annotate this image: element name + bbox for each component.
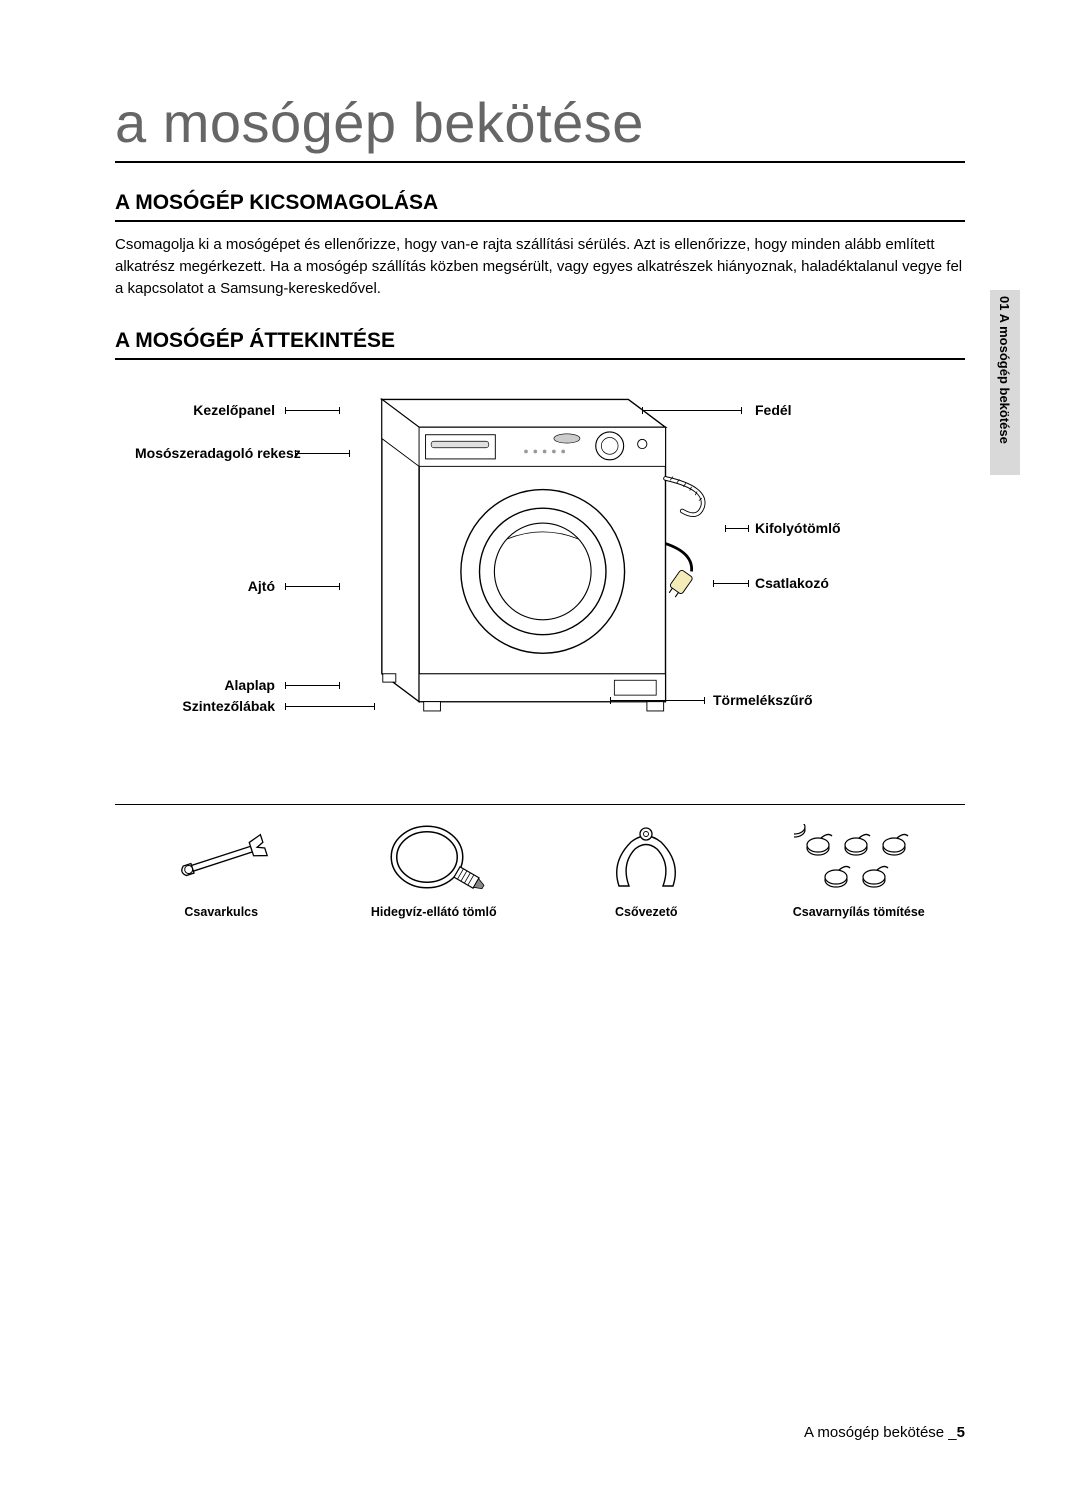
part-wrench: Csavarkulcs <box>115 823 328 919</box>
callout-label: Szintezőlábak <box>135 698 275 714</box>
section-body-unpack: Csomagolja ki a mosógépet és ellenőrizze… <box>115 234 965 299</box>
callout-label: Kezelőpanel <box>135 402 275 418</box>
callout-label: Csatlakozó <box>755 575 829 591</box>
machine-diagram: Kezelőpanel Mosószeradagoló rekesz Ajtó Ala… <box>115 390 965 790</box>
leader-line <box>285 410 340 411</box>
page-number: 5 <box>957 1424 965 1441</box>
page-footer: A mosógép bekötése _5 <box>804 1424 965 1441</box>
chapter-tab: 01 A mosógép bekötése <box>990 290 1020 475</box>
chapter-tab-label: 01 A mosógép bekötése <box>997 296 1012 444</box>
leader-line <box>725 528 749 529</box>
leader-line <box>713 583 749 584</box>
leader-line <box>642 410 742 411</box>
callout-label: Alaplap <box>135 677 275 693</box>
caps-icon <box>794 824 924 894</box>
page-title: a mosógép bekötése <box>115 90 965 163</box>
wrench-icon <box>171 828 271 890</box>
leader-line <box>295 453 350 454</box>
leader-line <box>285 685 340 686</box>
parts-row: Csavarkulcs Hidegvíz-ellátó t <box>115 823 965 919</box>
part-guide: Csővezető <box>540 823 753 919</box>
callout-label: Ajtó <box>135 578 275 594</box>
leader-line <box>610 700 705 701</box>
part-caps: Csavarnyílás tömítése <box>753 823 966 919</box>
page: a mosógép bekötése A MOSÓGÉP KICSOMAGOLÁ… <box>0 0 1080 1495</box>
part-label: Csővezető <box>540 905 753 919</box>
callout-label: Fedél <box>755 402 792 418</box>
part-hose: Hidegvíz-ellátó tömlő <box>328 823 541 919</box>
guide-icon <box>601 824 691 894</box>
hose-icon <box>379 824 489 894</box>
leader-line <box>285 586 340 587</box>
footer-text: A mosógép bekötése _ <box>804 1424 957 1441</box>
callout-label: Törmelékszűrő <box>713 692 813 708</box>
section-heading-unpack: A MOSÓGÉP KICSOMAGOLÁSA <box>115 191 965 222</box>
leader-line <box>285 706 375 707</box>
part-label: Csavarnyílás tömítése <box>753 905 966 919</box>
part-label: Hidegvíz-ellátó tömlő <box>328 905 541 919</box>
section-heading-overview: A MOSÓGÉP ÁTTEKINTÉSE <box>115 329 965 360</box>
washing-machine-illustration <box>340 390 712 725</box>
part-label: Csavarkulcs <box>115 905 328 919</box>
callout-label: Mosószeradagoló rekesz <box>135 445 295 461</box>
callout-label: Kifolyótömlő <box>755 520 841 536</box>
parts-divider <box>115 804 965 805</box>
